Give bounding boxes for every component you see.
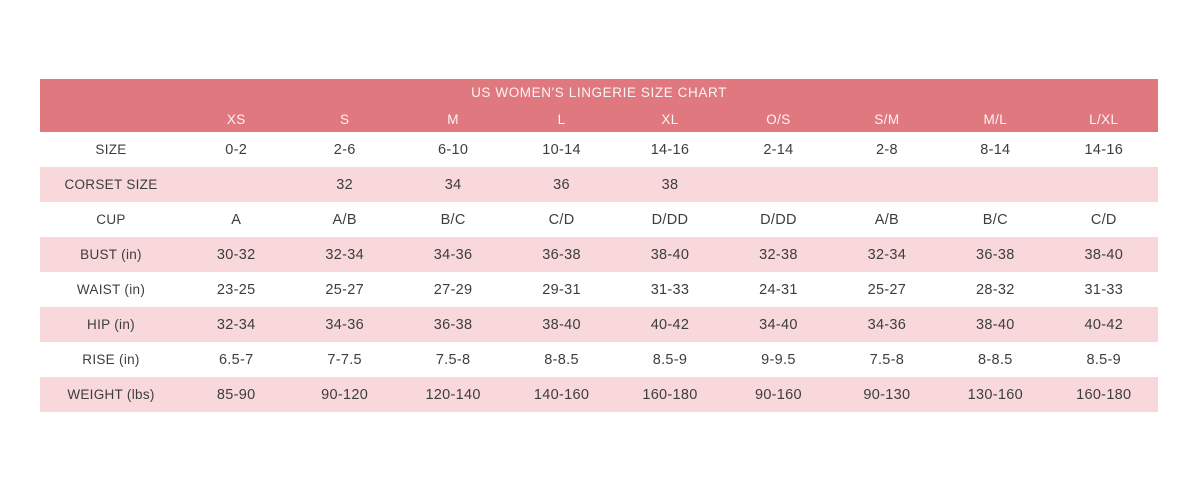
row-label: SIZE <box>95 142 127 157</box>
cell: 34-40 <box>759 316 798 333</box>
cell: 32-34 <box>867 246 907 263</box>
cell: 38 <box>661 176 679 193</box>
cell: 2-14 <box>763 141 794 158</box>
row-label: RISE (in) <box>82 352 140 367</box>
table-row-weight: WEIGHT (lbs) 85-90 90-120 120-140 140-16… <box>40 377 1158 412</box>
cell: 34 <box>444 176 462 193</box>
cell: 90-120 <box>321 386 369 403</box>
cell: 10-14 <box>542 141 581 158</box>
cell: 7.5-8 <box>869 351 905 368</box>
table-row-size: SIZE 0-2 2-6 6-10 10-14 14-16 2-14 2-8 8… <box>40 132 1158 167</box>
cell: 38-40 <box>650 246 690 263</box>
row-label: WAIST (in) <box>76 282 146 297</box>
cell: 0-2 <box>225 141 248 158</box>
cell: B/C <box>982 211 1008 228</box>
cell: 85-90 <box>216 386 256 403</box>
cell: 25-27 <box>325 281 364 298</box>
cell: 24-31 <box>759 281 798 298</box>
cell: D/DD <box>760 211 797 228</box>
cell: 36-38 <box>433 316 473 333</box>
cell: C/D <box>548 211 575 228</box>
cell: 6.5-7 <box>218 351 254 368</box>
cell: 40-42 <box>1084 316 1124 333</box>
cell: 38-40 <box>976 316 1015 333</box>
cell: 8.5-9 <box>652 351 688 368</box>
cell: 31-33 <box>1084 281 1124 298</box>
cell: 38-40 <box>1084 246 1124 263</box>
cell: 90-130 <box>863 386 911 403</box>
cell: 14-16 <box>1084 141 1124 158</box>
row-label: CUP <box>96 212 126 227</box>
table-row-cup: CUP A A/B B/C C/D D/DD D/DD A/B B/C C/D <box>40 202 1158 237</box>
cell: 27-29 <box>433 281 473 298</box>
cell: A/B <box>332 211 357 228</box>
row-label: BUST (in) <box>80 247 142 262</box>
cell: 34-36 <box>867 316 907 333</box>
row-label: CORSET SIZE <box>64 177 158 192</box>
cell: 28-32 <box>976 281 1015 298</box>
table-row-rise: RISE (in) 6.5-7 7-7.5 7.5-8 8-8.5 8.5-9 … <box>40 342 1158 377</box>
cell: 36 <box>553 176 570 193</box>
column-header-ml: M/L <box>983 111 1008 127</box>
cell: 7-7.5 <box>327 351 362 368</box>
column-header-xl: XL <box>661 111 679 127</box>
cell: 140-160 <box>533 386 590 403</box>
cell: 38-40 <box>542 316 581 333</box>
cell: 7.5-8 <box>435 351 471 368</box>
cell: 160-180 <box>642 386 698 403</box>
column-header-row: XS S M L XL O/S S/M M/L L/XL <box>40 106 1158 132</box>
cell: D/DD <box>651 211 689 228</box>
row-label: WEIGHT (lbs) <box>67 387 155 402</box>
row-label: HIP (in) <box>87 317 135 332</box>
cell: A/B <box>874 211 900 228</box>
cell: 8-14 <box>980 141 1011 158</box>
cell: 9-9.5 <box>761 351 796 368</box>
cell: 160-180 <box>1076 386 1132 403</box>
cell: A <box>231 211 242 228</box>
chart-title: US WOMEN'S LINGERIE SIZE CHART <box>40 79 1158 106</box>
cell: 32 <box>336 176 354 193</box>
cell: 25-27 <box>867 281 907 298</box>
table-row-bust: BUST (in) 30-32 32-34 34-36 36-38 38-40 … <box>40 237 1158 272</box>
cell: 34-36 <box>433 246 473 263</box>
cell: 23-25 <box>216 281 256 298</box>
cell: 30-32 <box>216 246 256 263</box>
cell: 34-36 <box>325 316 364 333</box>
column-header-os: O/S <box>766 111 791 127</box>
cell: B/C <box>440 211 466 228</box>
cell: 2-6 <box>333 141 356 158</box>
column-header-m: M <box>447 111 459 127</box>
table-row-hip: HIP (in) 32-34 34-36 36-38 38-40 40-42 3… <box>40 307 1158 342</box>
cell: 14-16 <box>650 141 690 158</box>
column-header-xs: XS <box>226 111 246 127</box>
size-chart-table: US WOMEN'S LINGERIE SIZE CHART XS S M L … <box>40 79 1158 412</box>
cell: 8.5-9 <box>1086 351 1122 368</box>
cell: 40-42 <box>650 316 690 333</box>
table-row-waist: WAIST (in) 23-25 25-27 27-29 29-31 31-33… <box>40 272 1158 307</box>
cell: 130-160 <box>967 386 1023 403</box>
column-header-l: L <box>557 111 566 127</box>
cell: C/D <box>1090 211 1117 228</box>
cell: 36-38 <box>542 246 581 263</box>
cell: 32-34 <box>325 246 364 263</box>
cell: 90-160 <box>754 386 802 403</box>
cell: 32-38 <box>759 246 798 263</box>
cell: 2-8 <box>875 141 898 158</box>
cell: 8-8.5 <box>544 351 579 368</box>
column-header-s: S <box>339 111 350 127</box>
column-header-sm: S/M <box>874 111 900 127</box>
cell: 32-34 <box>216 316 256 333</box>
cell: 120-140 <box>425 386 481 403</box>
column-header-lxl: L/XL <box>1089 111 1119 127</box>
cell: 36-38 <box>976 246 1015 263</box>
table-row-corset-size: CORSET SIZE 32 34 36 38 <box>40 167 1158 202</box>
cell: 6-10 <box>437 141 469 158</box>
cell: 8-8.5 <box>978 351 1013 368</box>
cell: 31-33 <box>650 281 690 298</box>
cell: 29-31 <box>542 281 581 298</box>
